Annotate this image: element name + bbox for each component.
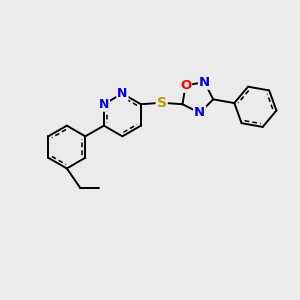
Text: S: S xyxy=(157,96,167,110)
Text: N: N xyxy=(117,87,128,100)
Text: N: N xyxy=(99,98,109,111)
Text: N: N xyxy=(194,106,205,119)
Text: O: O xyxy=(180,79,191,92)
Text: N: N xyxy=(199,76,210,89)
